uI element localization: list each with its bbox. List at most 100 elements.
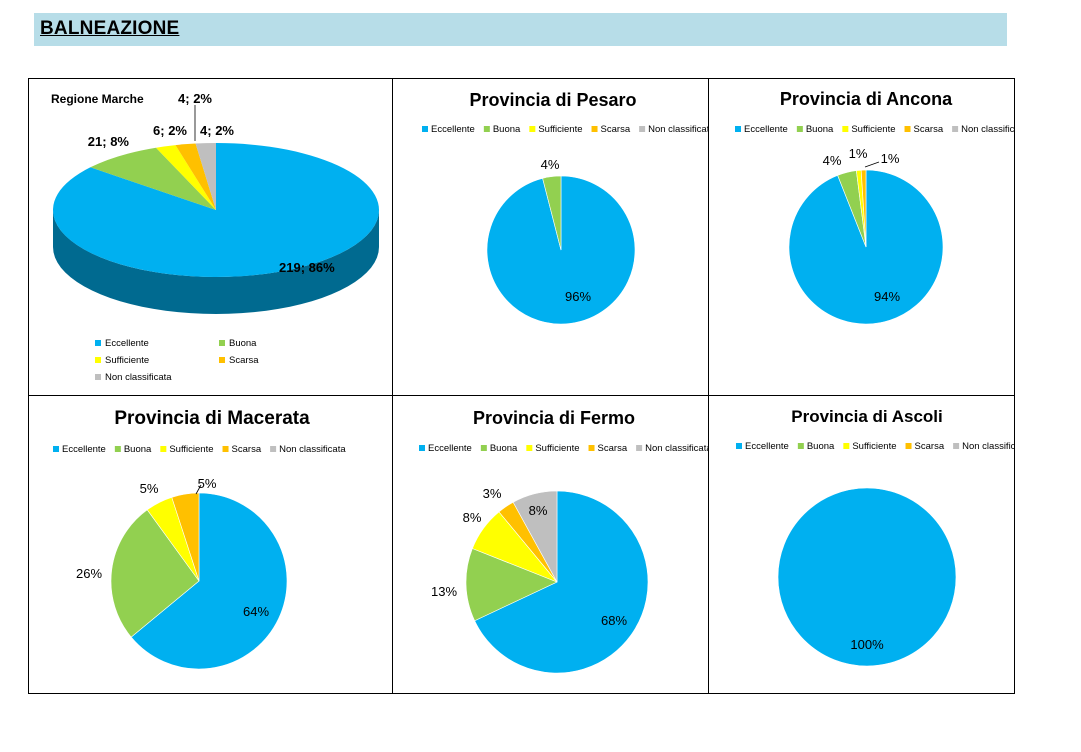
data-label-eccellente: 219; 86% [279,260,335,275]
leader-line [864,161,880,168]
pie-chart-regione-marche: Regione Marche Eccellente Buona Sufficiente… [51,91,380,383]
data-label-non-classificata: 8% [529,503,548,518]
legend-label-buona: Buona [490,443,518,454]
legend-swatch-eccellente [419,445,425,451]
data-label-eccellente: 96% [565,289,591,304]
legend-label-buona: Buona [229,338,257,349]
legend-swatch-sufficiente [95,357,101,363]
data-label-eccellente: 100% [850,637,884,652]
pie-slice-eccellente [474,490,649,674]
data-label-sufficiente: 1% [849,146,868,161]
data-label-sufficiente: 5% [140,481,159,496]
legend-label-sufficiente: Sufficiente [851,124,895,135]
data-label-eccellente: 64% [243,604,269,619]
legend-swatch-scarsa [588,445,595,451]
legend-label-eccellente: Eccellente [744,124,788,135]
legend-swatch-non-classificata [636,445,643,451]
legend-swatch-scarsa [904,126,911,132]
pie-slice-sufficiente [155,145,216,210]
chart-title: Provincia di Pesaro [469,90,636,110]
data-label-scarsa: 5% [198,476,217,491]
chart-title: Regione Marche [51,92,144,106]
data-label-eccellente: 68% [601,613,627,628]
legend-label-non-classificata: Non classificata [279,444,346,455]
legend-swatch-buona [219,340,225,346]
legend-label-buona: Buona [124,444,152,455]
pie-slice-scarsa [860,169,867,248]
chart-title: Provincia di Fermo [473,408,635,428]
legend-label-sufficiente: Sufficiente [535,443,579,454]
legend-label-sufficiente: Sufficiente [105,355,149,366]
legend-swatch-non-classificata [270,446,277,452]
pie-slice-buona [110,509,200,638]
legend-swatch-scarsa [905,443,912,449]
legend-label-sufficiente: Sufficiente [169,444,213,455]
legend-swatch-buona [114,446,121,452]
legend-swatch-non-classificata [95,374,101,380]
data-label-buona: 13% [431,584,457,599]
chart-panel-macerata: Provincia di Macerata Eccellente Buona Suff… [28,395,393,694]
legend-swatch-sufficiente [160,446,167,452]
legend-swatch-non-classificata [953,443,960,449]
data-label-buona: 26% [76,566,102,581]
leader-line [195,484,202,495]
page-title: BALNEAZIONE [40,18,180,39]
legend-swatch-eccellente [422,126,428,132]
legend-label-non-classificata: Non classificata [961,124,1014,135]
data-label-sufficiente: 6; 2% [153,123,187,138]
legend-swatch-eccellente [735,126,741,132]
legend-swatch-buona [480,445,487,451]
legend-swatch-eccellente [736,443,742,449]
legend-label-buona: Buona [493,124,521,135]
legend-swatch-non-classificata [952,126,959,132]
data-label-scarsa: 4; 2% [178,91,212,106]
pie-slice-buona [465,548,558,622]
header-bar: BALNEAZIONE [34,13,1007,46]
legend-swatch-eccellente [95,340,101,346]
legend-swatch-sufficiente [843,443,850,449]
pie-chart-provincia-di-fermo: Provincia di Fermo Eccellente Buona Suffici… [419,408,708,674]
legend-label-buona: Buona [806,124,834,135]
pie-slice-non-classificata [195,143,216,210]
legend-label-scarsa: Scarsa [598,443,628,454]
legend-swatch-buona [483,126,490,132]
pie-slice-eccellente [777,487,957,667]
chart-panel-ancona: Provincia di Ancona Eccellente Buona Suffic… [708,78,1015,396]
chart-panel-ascoli: Provincia di Ascoli Eccellente Buona Suffic… [708,395,1015,694]
legend-swatch-buona [797,443,804,449]
legend-label-buona: Buona [807,441,835,452]
chart-panel-pesaro: Provincia di Pesaro Eccellente Buona Suffic… [392,78,709,396]
data-label-buona: 4% [823,153,842,168]
legend-swatch-sufficiente [529,126,536,132]
pie-slice-buona [90,147,216,210]
pie-slice-non-classificata [512,490,558,583]
legend-label-scarsa: Scarsa [914,124,944,135]
legend-label-non-classificata: Non classificata [648,124,708,135]
legend-label-scarsa: Scarsa [915,441,945,452]
legend-label-eccellente: Eccellente [431,124,475,135]
pie-slice-buona [542,175,562,251]
pie-side-eccellente [53,210,379,314]
pie-slice-eccellente [130,492,288,670]
chart-title: Provincia di Macerata [114,408,310,429]
legend-swatch-eccellente [53,446,59,452]
legend-label-scarsa: Scarsa [601,124,631,135]
legend-label-scarsa: Scarsa [232,444,262,455]
legend-label-non-classificata: Non classificata [105,372,172,383]
pie-chart-provincia-di-pesaro: Provincia di Pesaro Eccellente Buona Suffic… [422,90,708,325]
legend-label-scarsa: Scarsa [229,355,259,366]
pie-slice-scarsa [175,143,216,210]
legend-swatch-scarsa [222,446,229,452]
data-label-scarsa: 3% [483,486,502,501]
legend-label-eccellente: Eccellente [428,443,472,454]
data-label-buona: 21; 8% [88,134,130,149]
legend-label-non-classificata: Non classificata [962,441,1014,452]
pie-chart-provincia-di-ascoli: Provincia di Ascoli Eccellente Buona Suffic… [736,407,1014,667]
legend-label-eccellente: Eccellente [745,441,789,452]
data-label-scarsa: 1% [881,151,900,166]
chart-title: Provincia di Ascoli [791,407,942,426]
data-label-sufficiente: 8% [463,510,482,525]
legend-swatch-scarsa [591,126,598,132]
legend-label-eccellente: Eccellente [105,338,149,349]
data-label-eccellente: 94% [874,289,900,304]
